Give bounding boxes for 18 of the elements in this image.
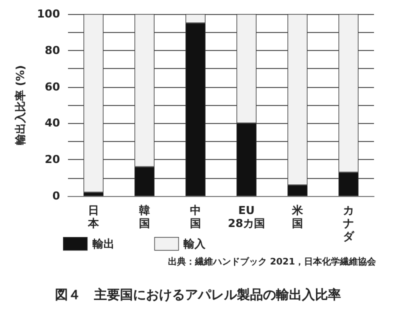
y-tick-label: 60 [44,80,60,94]
x-tick-label: 日本 [87,204,100,230]
x-tick-label: カナダ [343,204,355,243]
source-note: 出典：繊維ハンドブック 2021，日本化学繊維協会 [168,256,377,268]
y-axis-title: 輸出入比率 (%) [14,65,28,146]
y-tick-label: 40 [44,116,60,130]
y-tick-label: 100 [37,8,60,20]
bar [84,14,104,192]
text: 図４ 主要国におけるアパレル製品の輸出入比率 [55,287,341,303]
y-tick-label: 0 [52,190,60,202]
y-tick-label: 80 [44,44,60,57]
x-tick-label: EU 28カ国 [228,204,266,230]
y-tick-label: 20 [44,153,60,166]
legend-label: 輸入 [182,237,207,250]
x-tick-label: 米国 [291,204,304,230]
x-tick-label: 韓国 [139,204,150,230]
x-tick-label: 中国 [190,204,201,230]
legend-label: 輸出 [91,237,114,250]
